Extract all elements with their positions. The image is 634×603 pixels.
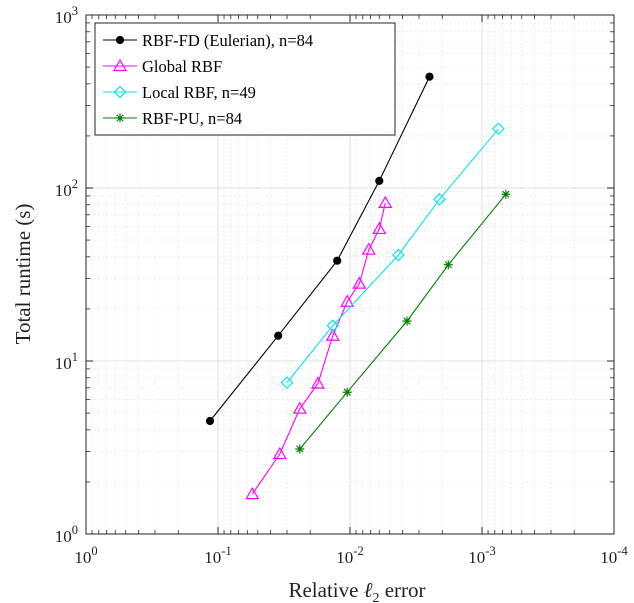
series-2-point [272,446,287,460]
series-4-point [443,260,453,270]
legend-label: Local RBF, n=49 [142,83,256,102]
x-tick-label: 10-3 [468,544,495,567]
tick-labels: 100 10-1 10-2 10-3 10-4 100 101 102 103 [55,4,629,567]
series-2-point [325,328,340,341]
series-4-point [342,387,352,397]
legend-item: Local RBF, n=49 [103,83,256,102]
y-tick-label: 100 [55,523,78,546]
series-2-point [352,276,367,289]
series-1-point [425,72,434,81]
series-1 [205,72,434,426]
series-2 [245,195,393,500]
series-2-point [292,401,307,414]
x-tick-label: 100 [74,544,97,567]
y-tick-label: 101 [55,350,78,373]
legend-item: RBF-PU, n=84 [103,109,242,128]
x-axis-title-prefix: Relative [288,578,363,602]
ticks [85,14,615,535]
series-1-point [205,416,215,426]
series-3-point [492,122,505,136]
series-4-point [295,444,305,454]
series-3-point [280,376,294,389]
legend-label: RBF-PU, n=84 [142,109,242,128]
x-tick-label: 10-4 [600,544,628,567]
y-tick-label: 102 [55,177,78,200]
series-layer [205,72,511,500]
x-axis-title: Relative ℓ2 error [288,578,425,603]
x-axis-title-subscript: 2 [372,591,379,603]
series-3-point [433,192,446,206]
legend-marker [113,85,127,99]
x-tick-label: 10-1 [204,544,231,567]
series-3-point [326,319,340,333]
legend: RBF-FD (Eulerian), n=84 Global RBF Local R… [94,22,396,136]
series-4 [295,189,511,454]
legend-item: Global RBF [103,57,222,76]
legend-marker [115,113,125,123]
x-axis-title-suffix: error [379,578,425,602]
legend-label: Global RBF [142,57,222,76]
series-2-point [361,242,376,255]
y-axis-title: Total runtime (s) [11,204,35,345]
series-2-point [310,376,325,389]
series-3-point [392,248,405,262]
series-4-point [501,189,511,199]
series-2-point [340,294,355,307]
series-2-point [245,486,260,500]
series-2-point [372,221,387,235]
series-4-point [402,316,412,326]
legend-box [94,22,396,136]
y-tick-label: 103 [55,4,78,27]
x-axis-title-ell: ℓ [364,578,373,602]
legend-label: RBF-FD (Eulerian), n=84 [142,31,313,50]
series-2-line [251,202,386,495]
series-1-point [333,256,342,265]
series-1-point [375,176,384,185]
x-tick-label: 10-2 [336,544,363,567]
legend-marker [115,35,125,45]
legend-item: RBF-FD (Eulerian), n=84 [103,31,313,50]
legend-marker [112,58,128,72]
series-3-line [286,128,499,383]
series-2-point [378,195,393,209]
series-1-point [274,331,283,340]
series-3 [280,122,505,389]
